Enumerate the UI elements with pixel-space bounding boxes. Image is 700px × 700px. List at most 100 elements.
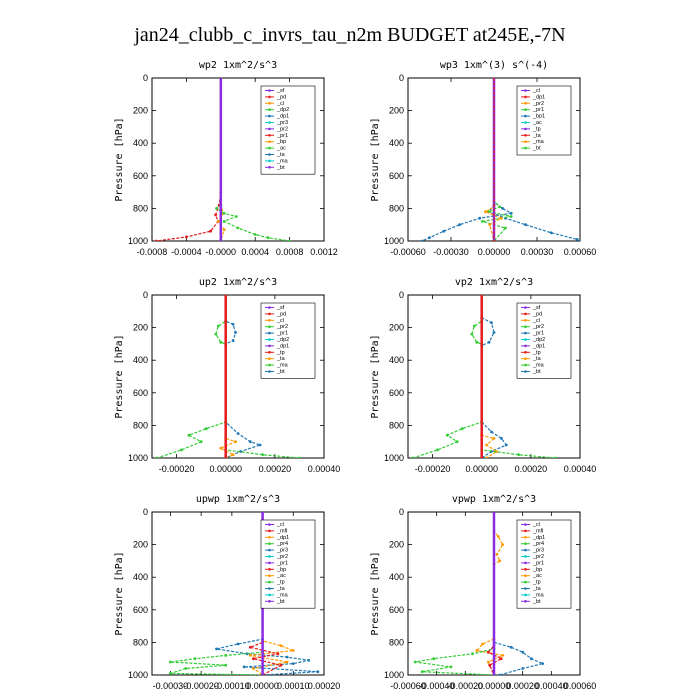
y-tick-label: 600 [389, 388, 404, 398]
data-point [184, 667, 188, 670]
data-point [486, 660, 490, 664]
x-tick-label: -0.00030 [433, 247, 469, 257]
chart-panel-1: wp2 1xm^2/s^3 Pressure [hPa] 0 200 400 600 800… [114, 60, 338, 257]
legend-marker [524, 568, 527, 571]
legend-marker [268, 363, 271, 367]
legend-marker [524, 331, 527, 335]
legend-marker [268, 587, 271, 590]
x-tick-label: -0.00060 [390, 247, 426, 257]
legend-label: _bp [276, 567, 286, 573]
legend-marker [268, 140, 271, 143]
legend-marker [524, 146, 527, 150]
y-tick-label: 200 [133, 323, 148, 333]
series-line-dp1 [156, 78, 222, 241]
data-point [436, 448, 439, 452]
y-tick-label: 200 [389, 323, 404, 333]
x-tick-label: 0.00000 [478, 247, 511, 257]
data-point [498, 673, 502, 675]
data-point [488, 223, 492, 227]
legend-label: _dp1 [532, 535, 545, 541]
data-point [199, 440, 203, 444]
legend: _sf_pd_cl_dp2_dp1_pr3_pr2_pr1_bp_ac_ta_m… [260, 85, 316, 175]
legend-marker [268, 548, 271, 552]
legend-label: _ta [276, 586, 286, 592]
data-point [234, 215, 238, 218]
data-point [231, 453, 235, 457]
data-point [470, 332, 474, 336]
y-tick-label: 800 [133, 420, 148, 430]
data-point [248, 654, 252, 657]
legend-label: _pr1 [532, 107, 544, 113]
y-tick-label: 1000 [128, 236, 148, 246]
legend-label: _pr1 [276, 560, 288, 566]
y-tick-label: 0 [399, 290, 404, 300]
x-tick-label: 0.00000 [478, 681, 511, 691]
chart-title: wp2 1xm^2/s^3 [199, 60, 277, 71]
data-point [490, 321, 493, 325]
x-tick-label: 0.00040 [564, 464, 597, 474]
data-point [487, 340, 491, 344]
data-point [504, 443, 508, 447]
legend-marker [268, 523, 271, 526]
legend-label: _ac [276, 573, 286, 579]
series-line-pr2 [484, 78, 503, 241]
data-point [222, 228, 226, 232]
legend-label: _dp1 [532, 94, 545, 100]
legend-marker [268, 89, 271, 92]
series-line-dp2 [412, 295, 483, 458]
series-group [411, 295, 557, 458]
data-point [252, 667, 255, 670]
data-point [242, 665, 246, 669]
legend-label: _ma [276, 592, 289, 598]
data-point [458, 223, 461, 227]
legend-label: _tp [276, 580, 285, 586]
series-line-dp2 [156, 295, 227, 458]
legend: _sf_pd_cl_pr2_pr1_dp2_dp1_tp_ta_ma_bt [516, 302, 572, 379]
legend-label: _pr1 [276, 133, 288, 139]
data-point [428, 236, 431, 240]
data-point [215, 647, 218, 651]
legend-marker [268, 121, 271, 124]
legend: _cl_mfl_dp1_pr4_pr3_pr2_pr1_bp_ac_tp_ta_… [516, 519, 572, 609]
legend-label: _tp [532, 580, 541, 586]
legend-marker [524, 319, 527, 322]
plot-frame [151, 77, 325, 242]
legend: _cl_mfl_dp1_pr4_pr3_pr2_pr1_bp_ac_tp_ta_… [260, 519, 316, 609]
legend-label: _dp2 [276, 337, 289, 343]
data-point [224, 456, 228, 458]
data-point [252, 657, 255, 661]
legend-label: _bp1 [532, 114, 545, 120]
data-point [411, 456, 415, 458]
series-line-pr2 [481, 295, 498, 458]
data-point [216, 324, 220, 328]
y-tick-label: 200 [133, 106, 148, 116]
data-point [509, 215, 513, 218]
legend-label: _pr4 [532, 541, 544, 547]
y-tick-label: 0 [399, 73, 404, 83]
data-point [285, 660, 289, 664]
legend-marker [524, 127, 527, 131]
data-point [236, 642, 240, 646]
legend-label: _bt [532, 599, 541, 605]
legend-label: _dp2 [532, 337, 545, 343]
y-tick-label: 800 [389, 637, 404, 647]
legend-label: _bt [532, 369, 541, 375]
legend-marker [524, 102, 527, 105]
data-point [276, 652, 280, 656]
legend-marker [268, 357, 271, 361]
y-tick-label: 0 [143, 507, 148, 517]
x-tick-label: 0.00000 [246, 681, 279, 691]
plot-frame [151, 294, 325, 459]
legend-label: _sf [532, 305, 541, 311]
data-point [496, 535, 500, 538]
legend-marker [524, 363, 527, 367]
data-point [291, 662, 295, 665]
y-tick-label: 0 [399, 507, 404, 517]
legend-marker [268, 146, 271, 150]
legend-label: _pd [532, 311, 542, 317]
data-point [472, 324, 476, 328]
data-point [475, 649, 479, 652]
data-point [499, 657, 503, 661]
legend-marker [524, 574, 527, 577]
y-tick-label: 0 [143, 290, 148, 300]
